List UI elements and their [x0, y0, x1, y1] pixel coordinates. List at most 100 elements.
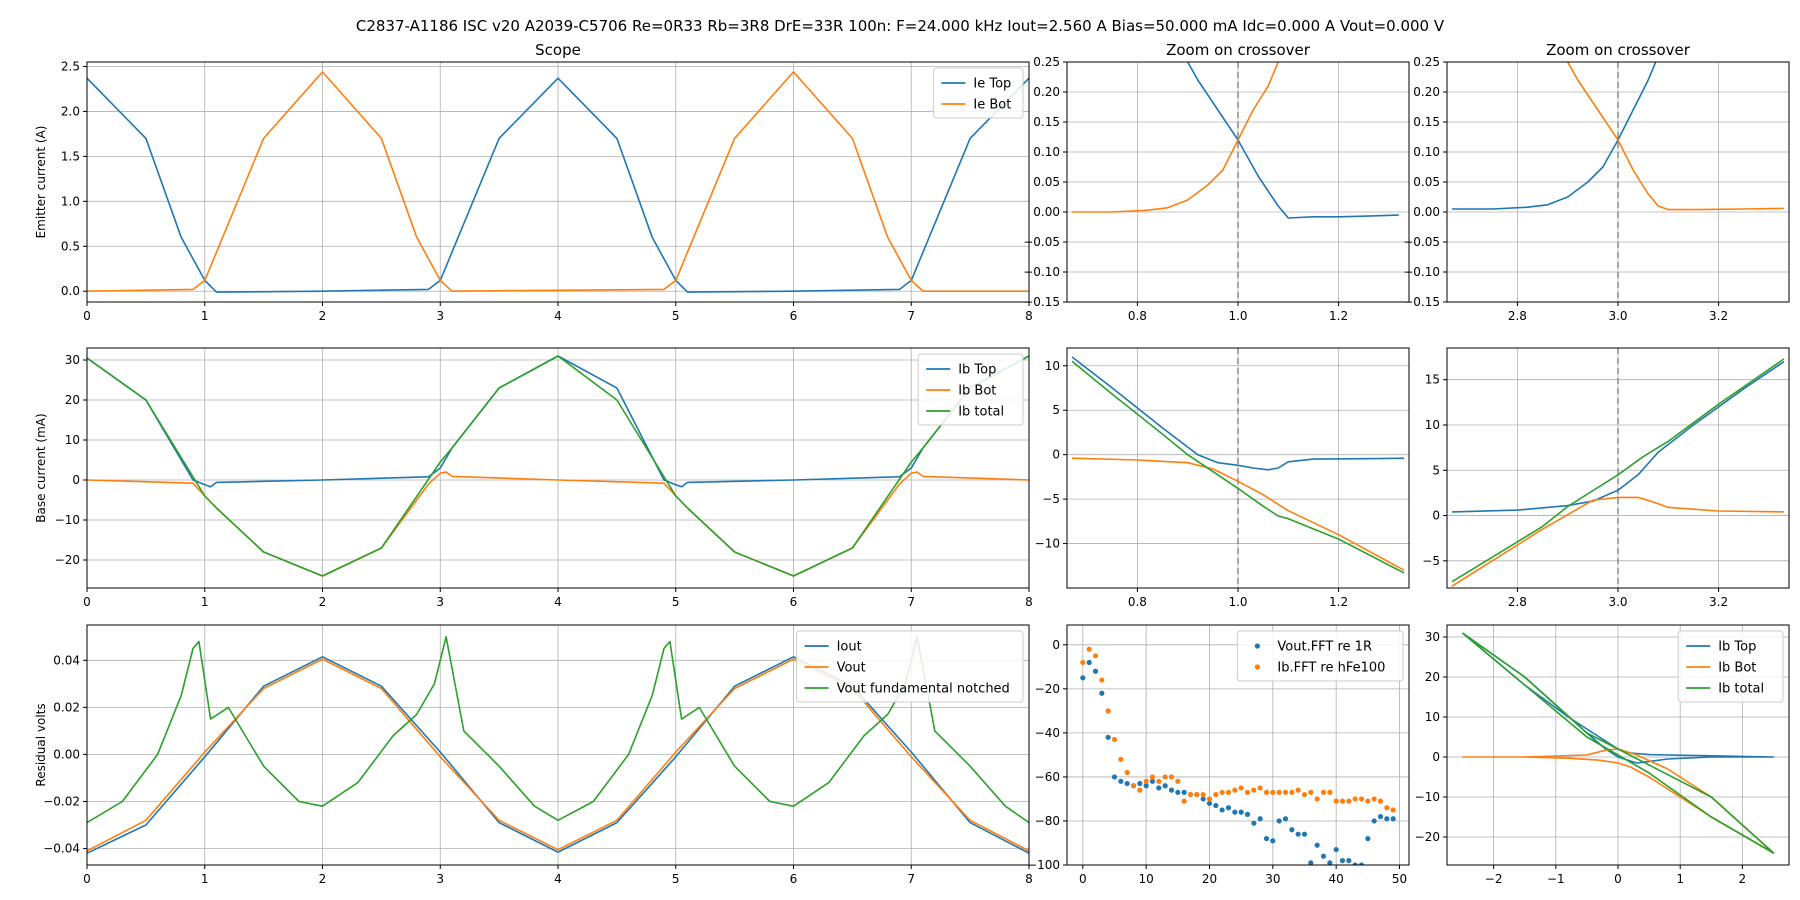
y-tick-label: 0: [1432, 509, 1440, 523]
x-tick-label: 6: [790, 309, 798, 323]
data-point: [1270, 789, 1276, 795]
y-tick-label: −0.15: [1403, 295, 1440, 309]
axes-scope-ib: 0 1 2 3 4 5 6 7 8 −20 −10 0 10 20 30 Base current (mA) I…: [34, 347, 1033, 609]
y-tick-label: 2.0: [61, 104, 80, 118]
data-point: [1346, 857, 1352, 864]
y-tick-label: −80: [1035, 814, 1060, 828]
data-point: [1244, 789, 1251, 795]
data-point: [1200, 791, 1206, 798]
x-tick-label: 0: [1614, 872, 1622, 886]
data-point: [1168, 787, 1175, 793]
x-tick-label: 3.2: [1709, 595, 1728, 609]
x-tick-label: 2.8: [1508, 595, 1527, 609]
y-tick-label: −20: [55, 553, 80, 567]
axes-title: Scope: [535, 41, 581, 59]
data-point: [1213, 791, 1219, 798]
x-tick-label: 2: [319, 309, 327, 323]
x-tick-label: 10: [1139, 872, 1154, 886]
data-point: [1276, 789, 1282, 795]
data-point: [1289, 827, 1295, 833]
data-point: [1105, 734, 1111, 740]
y-tick-label: −100: [1027, 858, 1060, 872]
x-tick-label: 0: [83, 309, 91, 323]
data-point: [1175, 778, 1181, 784]
data-point: [1111, 736, 1118, 743]
legend: Ib Top Ib Bot Ib total: [917, 353, 1024, 426]
y-tick-label: 10: [1425, 710, 1440, 724]
data-point: [1092, 653, 1099, 659]
legend-label: Ib Bot: [1718, 661, 1756, 676]
y-tick-label: 0: [1432, 750, 1440, 764]
y-tick-label: −0.10: [1403, 265, 1440, 279]
legend-label: Iout: [837, 640, 862, 655]
y-tick-label: 0.00: [53, 747, 80, 761]
data-point: [1282, 789, 1289, 795]
data-point: [1118, 756, 1124, 762]
legend-label: Ie Bot: [973, 98, 1011, 113]
y-tick-label: −0.05: [1023, 235, 1060, 249]
x-tick-label: 0: [83, 872, 91, 886]
y-tick-label: 0.05: [1033, 175, 1060, 189]
y-tick-label: 0.25: [1033, 55, 1060, 69]
data-point: [1301, 791, 1308, 798]
data-point: [1358, 796, 1365, 802]
y-tick-label: −0.02: [43, 794, 80, 808]
data-point: [1219, 789, 1225, 795]
x-tick-label: 8: [1025, 309, 1033, 323]
axes-root: 0 1 2 3 4 5 6 7 8 0.0 0.5 1.0 1.5 2.0 2.5 Scope Emitter …: [34, 41, 1790, 886]
legend-label: Ib Top: [1718, 640, 1756, 655]
x-tick-label: 5: [672, 595, 680, 609]
series-line-1: [87, 71, 1029, 293]
data-point: [1219, 807, 1225, 813]
legend-label: Vout: [837, 661, 866, 676]
data-point: [1181, 789, 1187, 795]
x-tick-label: 5: [672, 309, 680, 323]
x-tick-label: 8: [1025, 872, 1033, 886]
y-axis-label: Base current (mA): [34, 413, 48, 522]
x-tick-label: 3: [436, 872, 444, 886]
data-point: [1320, 853, 1327, 859]
data-point: [1270, 838, 1276, 844]
data-point: [1162, 783, 1168, 789]
x-tick-label: 6: [790, 595, 798, 609]
legend-label: Ib total: [1718, 682, 1764, 697]
data-point: [1333, 798, 1339, 804]
y-tick-label: 10: [1045, 359, 1060, 373]
x-tick-label: 5: [672, 872, 680, 886]
y-axis-label: Emitter current (A): [34, 126, 48, 239]
data-point: [1365, 798, 1371, 804]
y-tick-label: 30: [1425, 630, 1440, 644]
legend-box: [1236, 630, 1404, 682]
data-point: [1187, 791, 1194, 798]
data-point: [1232, 787, 1238, 793]
data-point: [1168, 774, 1175, 780]
y-tick-label: −20: [1415, 830, 1440, 844]
data-point: [1384, 816, 1390, 822]
legend-box: [1677, 630, 1784, 703]
data-point: [1339, 798, 1346, 804]
legend-label: Ib total: [958, 405, 1004, 420]
data-point: [1327, 860, 1333, 865]
data-point: [1377, 813, 1384, 820]
data-point: [1377, 798, 1384, 804]
data-point: [1371, 796, 1377, 802]
legend-box: [796, 630, 1024, 703]
legend-box: [917, 353, 1024, 426]
data-point: [1251, 787, 1257, 793]
data-point: [1327, 789, 1333, 795]
series-line-2: [1451, 358, 1785, 583]
data-point: [1200, 796, 1206, 802]
axes-zoom-ie-1: 0.8 1.0 1.2 −0.15 −0.10 −0.05 0.00 0.05 0.10 0.15…: [1023, 41, 1410, 323]
data-point: [1130, 783, 1137, 789]
axes-fft: 0 10 20 30 40 50 −100 −80 −60 −40 −20 0 Vout.FFT re …: [1027, 624, 1410, 886]
series-line-2: [87, 635, 1029, 824]
series-line-1: [1451, 496, 1785, 587]
series-line-0: [1071, 356, 1405, 471]
x-tick-label: −2: [1485, 872, 1503, 886]
y-tick-label: 10: [65, 433, 80, 447]
legend-label: Ib.FFT re hFe100: [1277, 661, 1385, 676]
data-point: [1143, 778, 1149, 784]
data-point: [1162, 774, 1168, 780]
data-point: [1308, 789, 1314, 795]
